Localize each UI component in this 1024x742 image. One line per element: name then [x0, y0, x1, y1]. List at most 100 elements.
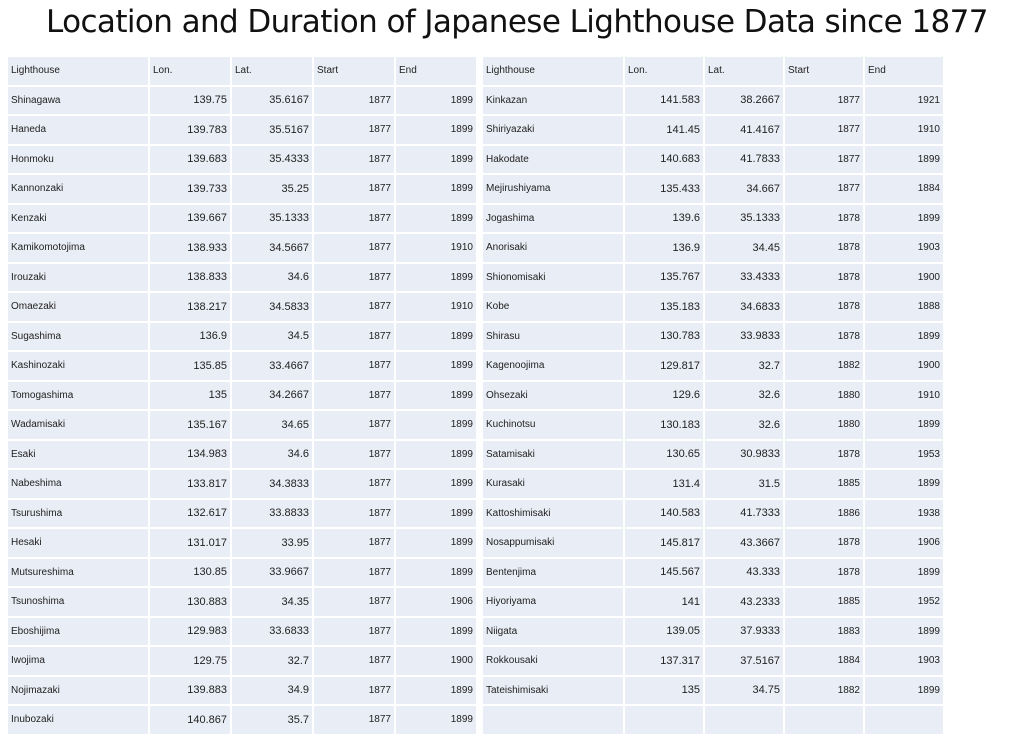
cell-end: 1903	[865, 234, 943, 262]
cell-lat: 41.7333	[705, 499, 783, 527]
cell-lon: 135	[625, 676, 703, 704]
cell-end: 1953	[865, 440, 943, 468]
cell-lon: 138.933	[150, 234, 230, 262]
lighthouse-table-left: Lighthouse Lon. Lat. Start End Shinagawa 139.7…	[6, 55, 478, 736]
cell-start: 1877	[314, 175, 394, 203]
cell-start: 1877	[314, 116, 394, 144]
table-row: Kinkazan 141.583 38.2667 1877 1921	[483, 86, 943, 114]
cell-start: 1885	[785, 470, 863, 498]
cell-lighthouse: Kinkazan	[483, 86, 623, 114]
cell-lon: 134.983	[150, 440, 230, 468]
cell-lighthouse: Kashinozaki	[8, 352, 148, 380]
cell-start: 1878	[785, 322, 863, 350]
cell-start: 1877	[785, 175, 863, 203]
cell-lat: 33.8833	[232, 499, 312, 527]
table-row: Shionomisaki 135.767 33.4333 1878 1900	[483, 263, 943, 291]
cell-lon: 139.683	[150, 145, 230, 173]
cell-lighthouse: Ohsezaki	[483, 381, 623, 409]
table-row: Eboshijima 129.983 33.6833 1877 1899	[8, 617, 476, 645]
cell-end: 1899	[396, 470, 476, 498]
cell-lighthouse: Shinagawa	[8, 86, 148, 114]
cell-lon: 136.9	[150, 322, 230, 350]
cell-lon: 129.6	[625, 381, 703, 409]
cell-lon: 145.567	[625, 558, 703, 586]
cell-lighthouse: Inubozaki	[8, 706, 148, 734]
cell-start: 1877	[314, 676, 394, 704]
column-header-lat: Lat.	[232, 57, 312, 85]
column-header-lon: Lon.	[150, 57, 230, 85]
cell-lat: 34.6833	[705, 293, 783, 321]
cell-lon: 135.767	[625, 263, 703, 291]
cell-start: 1878	[785, 263, 863, 291]
table-row: Kamikomotojima 138.933 34.5667 1877 1910	[8, 234, 476, 262]
cell-lat: 34.667	[705, 175, 783, 203]
cell-end: 1899	[396, 440, 476, 468]
cell-end: 1938	[865, 499, 943, 527]
table-row: Tsurushima 132.617 33.8833 1877 1899	[8, 499, 476, 527]
cell-lat: 34.2667	[232, 381, 312, 409]
cell-end: 1899	[396, 204, 476, 232]
cell-end: 1906	[396, 588, 476, 616]
column-header-end: End	[865, 57, 943, 85]
cell-start: 1877	[314, 440, 394, 468]
table-row: Kuchinotsu 130.183 32.6 1880 1899	[483, 411, 943, 439]
cell-lat: 35.1333	[705, 204, 783, 232]
cell-lighthouse: Hesaki	[8, 529, 148, 557]
cell-start: 1877	[785, 86, 863, 114]
table-row: Nabeshima 133.817 34.3833 1877 1899	[8, 470, 476, 498]
cell-lighthouse: Shionomisaki	[483, 263, 623, 291]
cell-lon: 141.583	[625, 86, 703, 114]
table-row: Hesaki 131.017 33.95 1877 1899	[8, 529, 476, 557]
cell-lon	[625, 706, 703, 734]
cell-lat: 33.4667	[232, 352, 312, 380]
cell-lon: 135.85	[150, 352, 230, 380]
table-row: Omaezaki 138.217 34.5833 1877 1910	[8, 293, 476, 321]
cell-lighthouse: Hiyoriyama	[483, 588, 623, 616]
table-row: Tsunoshima 130.883 34.35 1877 1906	[8, 588, 476, 616]
cell-lon: 131.4	[625, 470, 703, 498]
cell-lon: 139.05	[625, 617, 703, 645]
cell-lon: 135	[150, 381, 230, 409]
table-row: Honmoku 139.683 35.4333 1877 1899	[8, 145, 476, 173]
column-header-end: End	[396, 57, 476, 85]
cell-lon: 129.75	[150, 647, 230, 675]
cell-lighthouse: Nabeshima	[8, 470, 148, 498]
cell-start: 1877	[314, 234, 394, 262]
header-row: Lighthouse Lon. Lat. Start End	[8, 57, 476, 85]
cell-end: 1910	[396, 293, 476, 321]
cell-lon: 132.617	[150, 499, 230, 527]
table-row: Kurasaki 131.4 31.5 1885 1899	[483, 470, 943, 498]
cell-lighthouse: Wadamisaki	[8, 411, 148, 439]
cell-end: 1884	[865, 175, 943, 203]
cell-lighthouse: Omaezaki	[8, 293, 148, 321]
table-row: Satamisaki 130.65 30.9833 1878 1953	[483, 440, 943, 468]
cell-lighthouse: Shirasu	[483, 322, 623, 350]
table-row: Iwojima 129.75 32.7 1877 1900	[8, 647, 476, 675]
table-row: Haneda 139.783 35.5167 1877 1899	[8, 116, 476, 144]
table-row: Niigata 139.05 37.9333 1883 1899	[483, 617, 943, 645]
cell-end: 1899	[396, 352, 476, 380]
cell-lon: 129.817	[625, 352, 703, 380]
cell-lat: 31.5	[705, 470, 783, 498]
table-row: Shinagawa 139.75 35.6167 1877 1899	[8, 86, 476, 114]
cell-lat: 33.9833	[705, 322, 783, 350]
cell-lon: 145.817	[625, 529, 703, 557]
cell-start: 1886	[785, 499, 863, 527]
cell-lat: 34.6	[232, 263, 312, 291]
column-header-lat: Lat.	[705, 57, 783, 85]
cell-start: 1882	[785, 676, 863, 704]
table-row: Bentenjima 145.567 43.333 1878 1899	[483, 558, 943, 586]
cell-start: 1877	[314, 411, 394, 439]
table-row: Kobe 135.183 34.6833 1878 1888	[483, 293, 943, 321]
cell-end: 1900	[865, 352, 943, 380]
cell-lighthouse: Satamisaki	[483, 440, 623, 468]
cell-lon: 139.783	[150, 116, 230, 144]
table-row: Wadamisaki 135.167 34.65 1877 1899	[8, 411, 476, 439]
cell-lighthouse: Tateishimisaki	[483, 676, 623, 704]
cell-end: 1899	[865, 411, 943, 439]
cell-lon: 140.867	[150, 706, 230, 734]
cell-lat: 35.4333	[232, 145, 312, 173]
cell-start: 1877	[314, 647, 394, 675]
cell-start: 1878	[785, 440, 863, 468]
cell-lon: 135.433	[625, 175, 703, 203]
